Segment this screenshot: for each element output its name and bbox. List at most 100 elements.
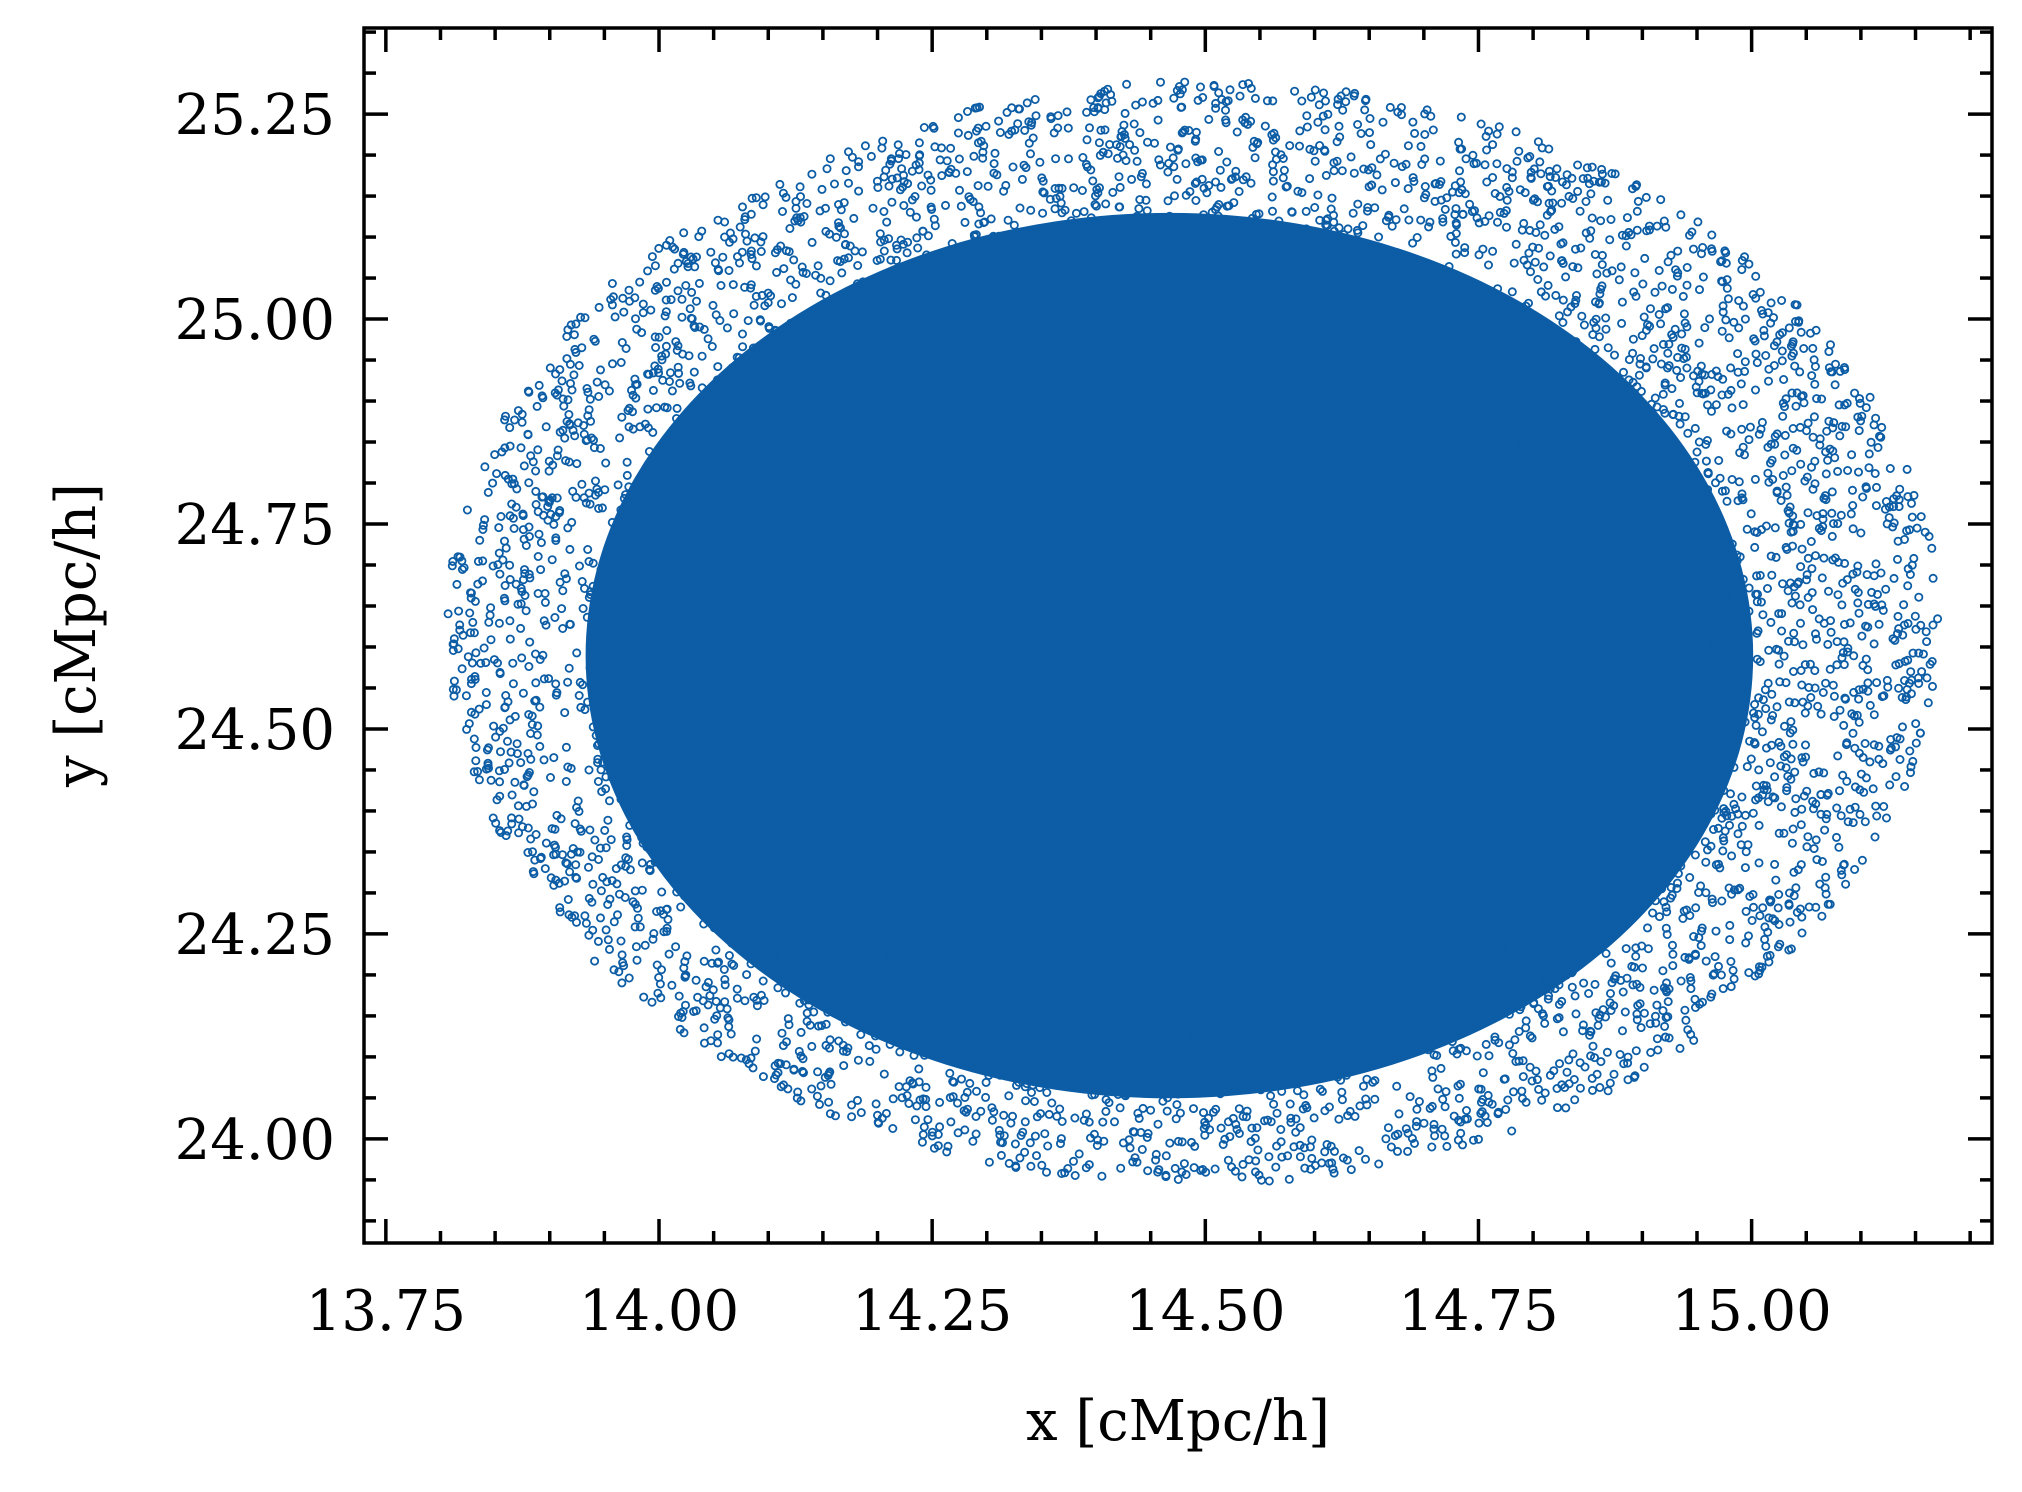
- scatter-point: [677, 661, 687, 671]
- scatter-point: [1247, 213, 1257, 223]
- scatter-point: [1038, 176, 1048, 186]
- scatter-point: [1722, 275, 1732, 285]
- scatter-point: [728, 280, 738, 290]
- scatter-point: [694, 278, 704, 288]
- scatter-point: [1620, 772, 1630, 782]
- scatter-point: [1134, 1052, 1144, 1062]
- scatter-point: [1690, 457, 1700, 467]
- scatter-point: [1790, 300, 1800, 310]
- scatter-point: [1320, 1106, 1330, 1116]
- scatter-point: [1656, 359, 1666, 369]
- scatter-point: [844, 253, 854, 263]
- scatter-point: [1807, 371, 1817, 381]
- scatter-point: [637, 328, 647, 338]
- scatter-point: [1181, 897, 1191, 907]
- scatter-point: [1795, 367, 1805, 377]
- scatter-point: [830, 645, 840, 655]
- scatter-point: [987, 1115, 997, 1125]
- scatter-point: [1751, 781, 1761, 791]
- scatter-point: [1842, 776, 1852, 786]
- scatter-point: [1380, 149, 1390, 159]
- scatter-point: [1216, 1123, 1226, 1133]
- scatter-point: [656, 906, 666, 916]
- scatter-point: [1789, 867, 1799, 877]
- scatter-point: [1632, 832, 1642, 842]
- scatter-point: [673, 258, 683, 268]
- scatter-point: [1282, 181, 1292, 191]
- scatter-point: [1316, 1034, 1326, 1044]
- scatter-point: [607, 300, 617, 310]
- scatter-point: [730, 891, 740, 901]
- y-tick-label: 24.75: [175, 493, 335, 558]
- scatter-point: [1453, 998, 1463, 1008]
- scatter-point: [1680, 318, 1690, 328]
- scatter-point: [630, 374, 640, 384]
- scatter-point: [1754, 765, 1764, 775]
- scatter-point: [1719, 836, 1729, 846]
- scatter-point: [1520, 757, 1530, 767]
- scatter-point: [756, 246, 766, 256]
- scatter-point: [1605, 998, 1615, 1008]
- scatter-point: [946, 1117, 956, 1127]
- scatter-point: [1042, 1088, 1052, 1098]
- scatter-point: [1727, 641, 1737, 651]
- scatter-point: [1015, 388, 1025, 398]
- scatter-point: [976, 814, 986, 824]
- scatter-point: [1120, 108, 1130, 118]
- scatter-point: [1858, 492, 1868, 502]
- scatter-point: [1003, 215, 1013, 225]
- scatter-point: [1833, 466, 1843, 476]
- scatter-point: [1492, 472, 1502, 482]
- scatter-point: [1683, 1025, 1693, 1035]
- scatter-point: [1734, 296, 1744, 306]
- scatter-point: [1053, 123, 1063, 133]
- scatter-point: [1196, 488, 1206, 498]
- scatter-point: [1686, 984, 1696, 994]
- scatter-point: [1928, 573, 1938, 583]
- scatter-point: [1538, 719, 1548, 729]
- scatter-point: [603, 815, 613, 825]
- scatter-point: [1322, 220, 1332, 230]
- scatter-point: [1099, 1036, 1109, 1046]
- scatter-point: [1676, 372, 1686, 382]
- scatter-point: [1231, 323, 1241, 333]
- scatter-point: [1655, 912, 1665, 922]
- scatter-point: [689, 499, 699, 509]
- scatter-point: [973, 246, 983, 256]
- scatter-point: [1002, 107, 1012, 117]
- scatter-point: [1716, 970, 1726, 980]
- scatter-point: [1022, 1079, 1032, 1089]
- scatter-point: [1726, 429, 1736, 439]
- scatter-point: [1871, 559, 1881, 569]
- scatter-point: [1514, 340, 1524, 350]
- scatter-point: [929, 1143, 939, 1153]
- scatter-point: [1734, 323, 1744, 333]
- scatter-point: [1175, 1108, 1185, 1118]
- scatter-point: [1481, 1039, 1491, 1049]
- scatter-point: [1614, 760, 1624, 770]
- scatter-point: [1186, 1035, 1196, 1045]
- scatter-point: [546, 873, 556, 883]
- scatter-point: [807, 1041, 817, 1051]
- scatter-point: [839, 1061, 849, 1071]
- scatter-point: [527, 711, 537, 721]
- scatter-point: [1416, 141, 1426, 151]
- scatter-point: [1280, 352, 1290, 362]
- scatter-point: [1419, 976, 1429, 986]
- scatter-point: [687, 314, 697, 324]
- scatter-point: [776, 384, 786, 394]
- scatter-point: [1284, 1174, 1294, 1184]
- scatter-point: [1021, 463, 1031, 473]
- scatter-point: [1638, 279, 1648, 289]
- scatter-point: [940, 259, 950, 269]
- scatter-point: [1595, 289, 1605, 299]
- scatter-point: [958, 329, 968, 339]
- scatter-point: [736, 624, 746, 634]
- scatter-point: [1135, 313, 1145, 323]
- scatter-point: [885, 268, 895, 278]
- scatter-point: [1233, 406, 1243, 416]
- scatter-point: [863, 404, 873, 414]
- scatter-point: [1029, 1097, 1039, 1107]
- scatter-point: [1817, 394, 1827, 404]
- scatter-point: [1545, 1070, 1555, 1080]
